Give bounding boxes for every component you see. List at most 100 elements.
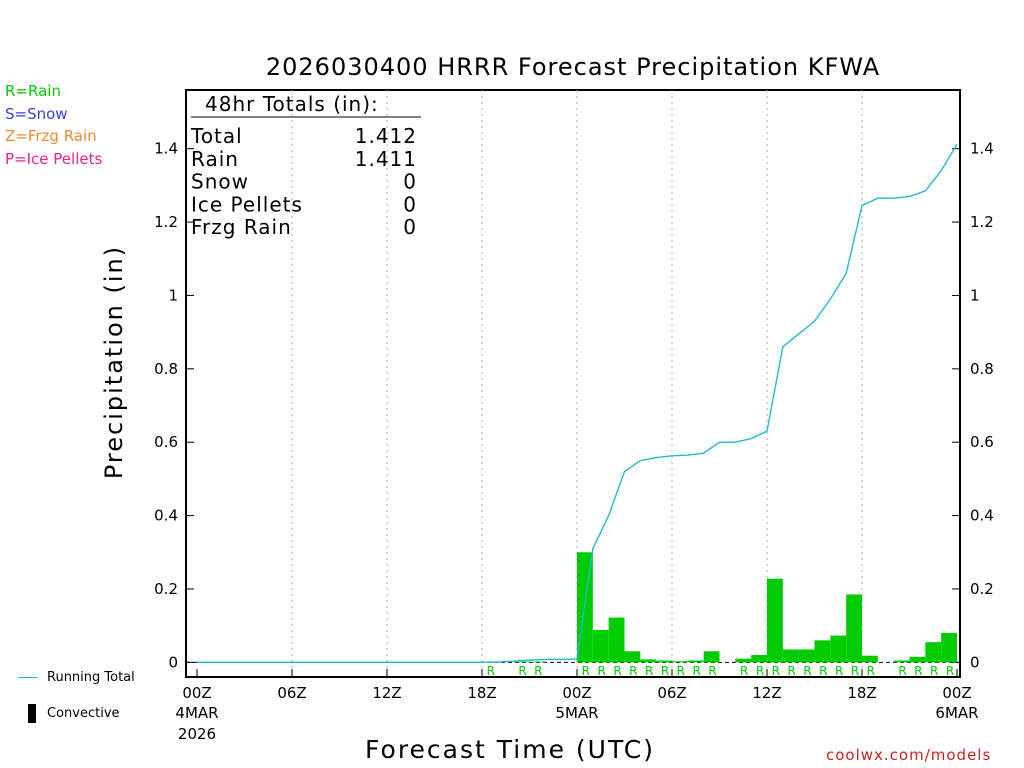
precip-type-marker: R bbox=[867, 664, 875, 678]
legend-ice-pellets: P=Ice Pellets bbox=[5, 150, 103, 168]
x-tick-label: 18Z bbox=[467, 684, 496, 702]
convective-swatch bbox=[28, 704, 36, 723]
precip-type-marker: R bbox=[756, 664, 764, 678]
credit-text: coolwx.com/models bbox=[826, 746, 992, 764]
running-total-label: Running Total bbox=[47, 670, 135, 685]
totals-row-label: Ice Pellets bbox=[191, 192, 303, 216]
precip-type-marker: R bbox=[787, 664, 795, 678]
precip-type-marker: R bbox=[740, 664, 748, 678]
precip-bar bbox=[703, 651, 720, 663]
totals-row-label: Snow bbox=[191, 170, 249, 194]
precip-type-marker: R bbox=[835, 664, 843, 678]
precip-bar bbox=[529, 661, 546, 663]
precip-type-marker: R bbox=[692, 664, 700, 678]
precip-type-marker: R bbox=[597, 664, 605, 678]
x-tick-label: 06Z bbox=[277, 684, 306, 702]
precip-type-marker: R bbox=[518, 664, 526, 678]
precip-type-marker: R bbox=[803, 664, 811, 678]
running-total-line bbox=[197, 143, 958, 664]
y-tick-label-right: 1 bbox=[970, 286, 980, 304]
precip-type-marker: R bbox=[487, 664, 495, 678]
y-tick-label: 1.4 bbox=[154, 140, 178, 158]
x-tick-sublabel2: 2026 bbox=[178, 725, 216, 743]
y-tick-label-right: 1.4 bbox=[970, 140, 994, 158]
precip-bar bbox=[830, 635, 847, 663]
precip-bar bbox=[656, 660, 672, 663]
y-tick-label-right: 0.6 bbox=[970, 433, 994, 451]
y-tick-label: 0.4 bbox=[154, 507, 178, 525]
precip-bar bbox=[782, 649, 799, 663]
precip-bar bbox=[909, 656, 926, 663]
precip-type-marker: R bbox=[613, 664, 621, 678]
precip-type-marker: R bbox=[661, 664, 669, 678]
precip-bar bbox=[893, 660, 910, 663]
y-tick-label: 1.2 bbox=[154, 213, 178, 231]
precip-bar bbox=[767, 578, 783, 663]
precip-bar bbox=[941, 632, 957, 663]
precip-bar bbox=[624, 651, 641, 663]
x-tick-sublabel: 6MAR bbox=[935, 704, 978, 722]
y-tick-label-right: 0 bbox=[970, 653, 980, 671]
y-tick-label: 0.2 bbox=[154, 580, 178, 598]
y-tick-label-right: 0.4 bbox=[970, 507, 994, 525]
x-axis-title: Forecast Time (UTC) bbox=[365, 735, 655, 764]
x-tick-label: 12Z bbox=[752, 684, 781, 702]
totals-row-value: 0 bbox=[403, 215, 417, 239]
y-tick-label: 0.6 bbox=[154, 433, 178, 451]
totals-header: 48hr Totals (in): bbox=[205, 92, 379, 116]
precip-type-marker: R bbox=[819, 664, 827, 678]
precip-bar bbox=[735, 658, 752, 663]
totals-row-label: Total bbox=[190, 124, 243, 148]
x-tick-sublabel: 4MAR bbox=[175, 704, 218, 722]
y-tick-label-right: 0.2 bbox=[970, 580, 994, 598]
precip-type-marker: R bbox=[708, 664, 716, 678]
precip-type-marker: R bbox=[629, 664, 637, 678]
y-tick-label: 1 bbox=[168, 286, 178, 304]
totals-row-label: Frzg Rain bbox=[191, 215, 292, 239]
x-tick-label: 00Z bbox=[562, 684, 591, 702]
x-tick-sublabel: 5MAR bbox=[555, 704, 598, 722]
x-tick-label: 00Z bbox=[942, 684, 971, 702]
totals-row-value: 0 bbox=[403, 192, 417, 216]
precip-bar bbox=[687, 660, 704, 663]
totals-row-label: Rain bbox=[191, 147, 239, 171]
precip-type-marker: R bbox=[851, 664, 859, 678]
precip-bar bbox=[846, 594, 862, 663]
totals-row-value: 1.412 bbox=[355, 124, 417, 148]
x-tick-label: 18Z bbox=[847, 684, 876, 702]
legend-rain: R=Rain bbox=[5, 82, 61, 100]
plot-frame bbox=[185, 89, 961, 678]
precip-type-marker: R bbox=[772, 664, 780, 678]
precip-bar bbox=[925, 642, 942, 663]
precip-type-marker: R bbox=[582, 664, 590, 678]
precip-bar bbox=[751, 654, 767, 663]
running-total-swatch bbox=[18, 677, 38, 678]
precip-type-marker: R bbox=[946, 664, 954, 678]
precip-type-marker: R bbox=[914, 664, 922, 678]
x-tick-label: 06Z bbox=[657, 684, 686, 702]
y-tick-label-right: 0.8 bbox=[970, 360, 994, 378]
y-tick-label-right: 1.2 bbox=[970, 213, 994, 231]
y-tick-label: 0 bbox=[168, 653, 178, 671]
precip-bar bbox=[672, 661, 688, 663]
chart-title: 2026030400 HRRR Forecast Precipitation K… bbox=[266, 53, 880, 81]
y-tick-label: 0.8 bbox=[154, 360, 178, 378]
precip-bar bbox=[592, 630, 609, 663]
precip-type-marker: R bbox=[898, 664, 906, 678]
y-axis-title: Precipitation (in) bbox=[100, 245, 128, 479]
convective-label: Convective bbox=[47, 706, 120, 721]
totals-row-value: 1.411 bbox=[355, 147, 417, 171]
totals-row-value: 0 bbox=[403, 170, 417, 194]
precip-type-marker: R bbox=[677, 664, 685, 678]
precip-bar bbox=[513, 661, 530, 663]
x-tick-label: 12Z bbox=[372, 684, 401, 702]
precip-type-marker: R bbox=[534, 664, 542, 678]
precip-bar bbox=[608, 617, 625, 663]
precip-bar bbox=[814, 640, 831, 663]
precip-bar bbox=[798, 649, 815, 663]
x-tick-label: 00Z bbox=[182, 684, 211, 702]
precip-type-marker: R bbox=[645, 664, 653, 678]
legend-snow: S=Snow bbox=[5, 105, 68, 123]
legend-frzg-rain: Z=Frzg Rain bbox=[5, 127, 97, 145]
